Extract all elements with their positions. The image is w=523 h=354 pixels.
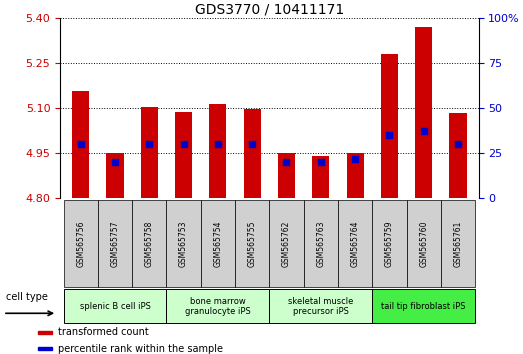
Bar	[244, 109, 261, 198]
Point	[248, 141, 256, 147]
Text: GSM565754: GSM565754	[213, 220, 222, 267]
Point	[351, 156, 359, 161]
Text: percentile rank within the sample: percentile rank within the sample	[59, 344, 223, 354]
FancyBboxPatch shape	[338, 200, 372, 287]
Text: transformed count: transformed count	[59, 327, 149, 337]
Point	[111, 159, 119, 165]
Point	[316, 159, 325, 165]
Text: GSM565762: GSM565762	[282, 220, 291, 267]
FancyBboxPatch shape	[64, 289, 166, 323]
FancyBboxPatch shape	[269, 200, 304, 287]
Text: cell type: cell type	[6, 292, 48, 302]
Text: GSM565756: GSM565756	[76, 220, 85, 267]
Text: tail tip fibroblast iPS: tail tip fibroblast iPS	[381, 302, 466, 311]
Bar	[141, 107, 158, 198]
Point	[385, 132, 394, 138]
Text: GSM565761: GSM565761	[453, 220, 462, 267]
FancyBboxPatch shape	[441, 200, 475, 287]
FancyBboxPatch shape	[132, 200, 166, 287]
Point	[282, 159, 291, 165]
FancyBboxPatch shape	[372, 289, 475, 323]
Text: splenic B cell iPS: splenic B cell iPS	[79, 302, 151, 311]
Text: skeletal muscle
precursor iPS: skeletal muscle precursor iPS	[288, 297, 354, 316]
Point	[214, 141, 222, 147]
Bar	[449, 113, 467, 198]
Point	[419, 129, 428, 134]
Text: GSM565763: GSM565763	[316, 220, 325, 267]
Text: GSM565759: GSM565759	[385, 220, 394, 267]
Text: GSM565755: GSM565755	[248, 220, 257, 267]
Point	[454, 141, 462, 147]
Text: GSM565757: GSM565757	[110, 220, 120, 267]
Bar	[175, 113, 192, 198]
Bar	[312, 156, 329, 198]
Text: GSM565753: GSM565753	[179, 220, 188, 267]
FancyBboxPatch shape	[166, 200, 201, 287]
Text: GSM565758: GSM565758	[145, 220, 154, 267]
FancyBboxPatch shape	[98, 200, 132, 287]
FancyBboxPatch shape	[166, 289, 269, 323]
Bar	[347, 153, 363, 198]
FancyBboxPatch shape	[269, 289, 372, 323]
Point	[145, 141, 153, 147]
Title: GDS3770 / 10411171: GDS3770 / 10411171	[195, 2, 344, 17]
Bar	[209, 104, 226, 198]
FancyBboxPatch shape	[235, 200, 269, 287]
Bar	[107, 153, 123, 198]
Bar	[381, 54, 398, 198]
Bar	[72, 91, 89, 198]
Bar	[278, 153, 295, 198]
FancyBboxPatch shape	[406, 200, 441, 287]
Text: GSM565760: GSM565760	[419, 220, 428, 267]
Bar	[39, 347, 52, 350]
FancyBboxPatch shape	[304, 200, 338, 287]
Text: bone marrow
granulocyte iPS: bone marrow granulocyte iPS	[185, 297, 251, 316]
Bar	[39, 331, 52, 333]
Point	[76, 141, 85, 147]
Text: GSM565764: GSM565764	[350, 220, 360, 267]
Bar	[415, 27, 432, 198]
FancyBboxPatch shape	[201, 200, 235, 287]
FancyBboxPatch shape	[372, 200, 406, 287]
Point	[179, 141, 188, 147]
FancyBboxPatch shape	[64, 200, 98, 287]
